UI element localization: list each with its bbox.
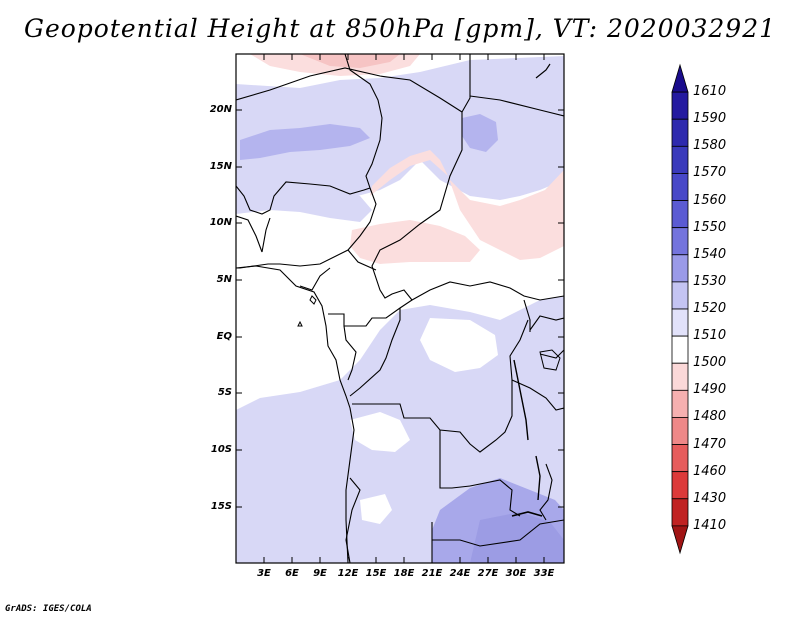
lat-label-5s: 5S [217,387,232,398]
region-car-red [350,220,480,264]
colorbar-level-label: 1540 [693,246,727,262]
colorbar [671,63,689,555]
lat-label-10n: 10N [209,217,232,228]
lat-label-5n: 5N [216,274,232,285]
lat-label-15n: 15N [209,161,232,172]
lat-label-eq: EQ [216,331,232,342]
grads-credit: GrADS: IGES/COLA [5,604,92,614]
colorbar-box [671,200,689,229]
colorbar-box [671,281,689,310]
red-sea-coast [535,63,551,79]
colorbar-box [671,471,689,500]
colorbar-level-label: 1410 [693,517,727,533]
colorbar-box [671,362,689,391]
colorbar-box [671,254,689,283]
lon-label-27e: 27E [477,568,499,579]
colorbar-level-label: 1490 [693,382,727,398]
region-chad-red [370,150,564,260]
colorbar-level-label: 1560 [693,192,727,208]
map-title: Geopotential Height at 850hPa [gpm], VT:… [23,14,777,43]
colorbar-box [671,91,689,120]
lake-tanganyika [513,359,529,441]
lat-label-15s: 15S [210,501,232,512]
region-congo-white [420,318,498,372]
region-east-darkblue [462,114,498,152]
region-sahara-red-core [300,54,400,68]
lon-label-9e: 9E [313,568,327,579]
bioko-island [309,295,317,305]
colorbar-box [671,145,689,174]
colorbar-level-label: 1530 [693,273,727,289]
colorbar-level-label: 1500 [693,355,727,371]
lake-victoria [539,349,561,371]
country-borders [236,54,564,563]
lon-label-18e: 18E [393,568,415,579]
colorbar-box [671,118,689,147]
colorbar-box [671,444,689,473]
region-sahel-blue [236,180,372,222]
colorbar-level-label: 1480 [693,409,727,425]
lat-label-20n: 20N [209,104,232,115]
lon-label-12e: 12E [337,568,359,579]
colorbar-box [671,227,689,256]
region-namibia-white [360,494,392,524]
lake-malawi [535,455,541,501]
colorbar-box [671,335,689,364]
lon-label-30e: 30E [505,568,527,579]
colorbar-level-label: 1590 [693,111,727,127]
colorbar-level-label: 1470 [693,436,727,452]
colorbar-level-label: 1520 [693,301,727,316]
colorbar-top-triangle [671,63,689,93]
lon-label-24e: 24E [449,568,471,579]
map-frame [235,53,565,564]
colorbar-level-label: 1430 [693,490,727,506]
colorbar-box [671,389,689,418]
region-north-darkblue [240,124,370,160]
colorbar-bottom-triangle [671,525,689,555]
colorbar-box [671,308,689,337]
lon-label-3e: 3E [257,568,271,579]
colorbar-level-label: 1580 [693,138,727,154]
lon-label-6e: 6E [285,568,299,579]
region-angola-white [350,412,410,452]
lat-label-10s: 10S [210,444,232,455]
colorbar-box [671,498,689,527]
lon-label-15e: 15E [365,568,387,579]
colorbar-level-label: 1550 [693,219,727,235]
lon-label-33e: 33E [533,568,555,579]
colorbar-box [671,417,689,445]
coastline [235,265,355,564]
colorbar-level-label: 1570 [693,165,727,181]
region-north-blue [236,56,564,200]
axis-ticks [236,54,564,563]
colorbar-level-label: 1510 [693,328,727,344]
colorbar-box [671,173,689,201]
colorbar-level-label: 1610 [693,84,727,100]
region-se-deep [470,512,564,563]
colorbar-level-label: 1460 [693,463,727,479]
lake-kariba [511,511,543,517]
sao-tome-island [297,320,303,327]
lon-label-21e: 21E [421,568,443,579]
